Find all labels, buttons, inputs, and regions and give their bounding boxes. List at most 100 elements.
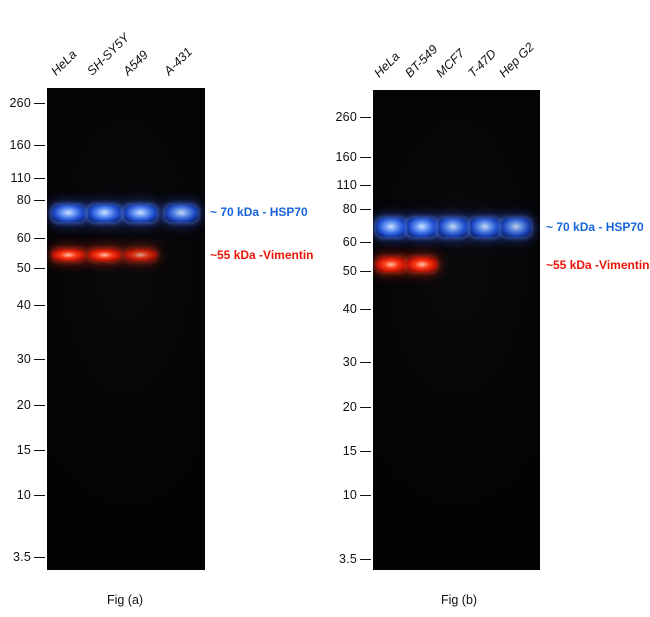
mw-tick-line bbox=[360, 494, 371, 496]
hsp70-band bbox=[376, 218, 406, 237]
mw-marker-row: 110 bbox=[1, 170, 45, 186]
mw-marker-label: 15 bbox=[16, 443, 31, 457]
mw-marker-row: 260 bbox=[1, 95, 45, 111]
mw-marker-row: 3.5 bbox=[327, 551, 371, 567]
mw-marker-row: 50 bbox=[1, 260, 45, 276]
mw-tick-line bbox=[360, 361, 371, 363]
mw-marker-row: 260 bbox=[327, 109, 371, 125]
hsp70-annotation: ~ 70 kDa - HSP70 bbox=[546, 220, 644, 234]
mw-marker-label: 110 bbox=[10, 171, 31, 185]
mw-marker-label: 30 bbox=[342, 355, 357, 369]
mw-tick-line bbox=[34, 144, 45, 146]
mw-tick-line bbox=[34, 102, 45, 104]
mw-marker-label: 3.5 bbox=[339, 552, 357, 566]
mw-marker-row: 80 bbox=[327, 201, 371, 217]
mw-tick-line bbox=[34, 404, 45, 406]
mw-marker-row: 160 bbox=[327, 149, 371, 165]
mw-tick-line bbox=[34, 556, 45, 558]
mw-marker-row: 20 bbox=[327, 399, 371, 415]
mw-marker-row: 60 bbox=[327, 234, 371, 250]
mw-marker-row: 110 bbox=[327, 177, 371, 193]
mw-marker-row: 50 bbox=[327, 263, 371, 279]
hsp70-band bbox=[164, 205, 198, 222]
mw-marker-label: 50 bbox=[342, 264, 357, 278]
vimentin-band bbox=[51, 249, 85, 261]
mw-tick-line bbox=[34, 449, 45, 451]
mw-tick-line bbox=[34, 199, 45, 201]
hsp70-band bbox=[123, 205, 157, 222]
hsp70-band bbox=[51, 205, 85, 222]
mw-tick-line bbox=[360, 208, 371, 210]
mw-tick-line bbox=[360, 450, 371, 452]
mw-tick-line bbox=[34, 304, 45, 306]
mw-tick-line bbox=[360, 270, 371, 272]
mw-tick-line bbox=[34, 177, 45, 179]
mw-tick-line bbox=[360, 241, 371, 243]
mw-marker-label: 10 bbox=[16, 488, 31, 502]
hsp70-band bbox=[87, 205, 121, 222]
vimentin-band bbox=[123, 249, 157, 261]
mw-marker-label: 110 bbox=[336, 178, 357, 192]
lane-label: HeLa bbox=[371, 49, 403, 81]
mw-marker-label: 80 bbox=[16, 193, 31, 207]
mw-tick-line bbox=[360, 558, 371, 560]
mw-tick-line bbox=[360, 406, 371, 408]
lane-label: Hep G2 bbox=[496, 39, 537, 81]
mw-tick-line bbox=[360, 184, 371, 186]
mw-tick-line bbox=[34, 237, 45, 239]
mw-tick-line bbox=[360, 156, 371, 158]
mw-marker-row: 10 bbox=[1, 487, 45, 503]
vimentin-band bbox=[376, 257, 406, 272]
lane-label: T-47D bbox=[465, 46, 500, 81]
hsp70-band bbox=[438, 218, 468, 237]
mw-marker-label: 260 bbox=[9, 96, 31, 110]
mw-marker-label: 50 bbox=[16, 261, 31, 275]
mw-marker-label: 60 bbox=[16, 231, 31, 245]
hsp70-annotation: ~ 70 kDa - HSP70 bbox=[210, 205, 308, 219]
mw-marker-row: 40 bbox=[1, 297, 45, 313]
mw-marker-row: 160 bbox=[1, 137, 45, 153]
mw-marker-label: 40 bbox=[342, 302, 357, 316]
mw-tick-line bbox=[34, 358, 45, 360]
mw-marker-label: 15 bbox=[342, 444, 357, 458]
mw-marker-row: 10 bbox=[327, 487, 371, 503]
hsp70-band bbox=[501, 218, 531, 237]
vimentin-band bbox=[87, 249, 121, 261]
mw-marker-row: 15 bbox=[1, 442, 45, 458]
mw-marker-label: 160 bbox=[9, 138, 31, 152]
mw-tick-line bbox=[34, 267, 45, 269]
vimentin-annotation: ~55 kDa -Vimentin bbox=[546, 258, 650, 272]
mw-marker-row: 80 bbox=[1, 192, 45, 208]
mw-marker-label: 80 bbox=[342, 202, 357, 216]
vimentin-band bbox=[407, 257, 437, 272]
blot-panel bbox=[373, 90, 540, 570]
blot-panel bbox=[47, 88, 205, 570]
mw-marker-label: 260 bbox=[335, 110, 357, 124]
mw-marker-label: 3.5 bbox=[13, 550, 31, 564]
mw-marker-row: 20 bbox=[1, 397, 45, 413]
mw-marker-label: 60 bbox=[342, 235, 357, 249]
mw-marker-row: 30 bbox=[327, 354, 371, 370]
hsp70-band bbox=[470, 218, 500, 237]
figure-caption: Fig (b) bbox=[440, 593, 478, 607]
vimentin-annotation: ~55 kDa -Vimentin bbox=[210, 248, 314, 262]
mw-marker-row: 3.5 bbox=[1, 549, 45, 565]
mw-tick-line bbox=[360, 308, 371, 310]
mw-marker-label: 20 bbox=[16, 398, 31, 412]
mw-marker-label: 30 bbox=[16, 352, 31, 366]
mw-tick-line bbox=[34, 494, 45, 496]
mw-marker-row: 15 bbox=[327, 443, 371, 459]
mw-tick-line bbox=[360, 116, 371, 118]
hsp70-band bbox=[407, 218, 437, 237]
mw-marker-label: 40 bbox=[16, 298, 31, 312]
mw-marker-label: 10 bbox=[342, 488, 357, 502]
mw-marker-row: 40 bbox=[327, 301, 371, 317]
mw-marker-row: 30 bbox=[1, 351, 45, 367]
mw-marker-row: 60 bbox=[1, 230, 45, 246]
figure-caption: Fig (a) bbox=[106, 593, 144, 607]
mw-marker-label: 160 bbox=[335, 150, 357, 164]
mw-marker-label: 20 bbox=[342, 400, 357, 414]
